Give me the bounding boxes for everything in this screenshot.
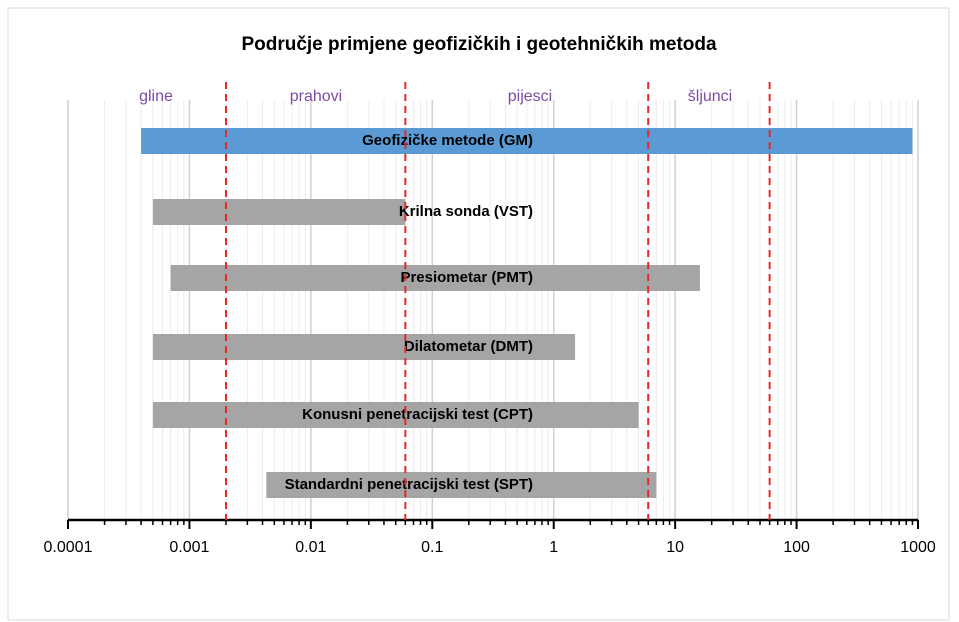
- zone-label: šljunci: [688, 88, 732, 105]
- bar-label: Geofizičke metode (GM): [362, 132, 533, 149]
- x-tick-label: 0.001: [169, 539, 209, 556]
- x-tick-label: 1: [549, 539, 558, 556]
- chart-frame: [7, 7, 950, 621]
- bar-label: Presiometar (PMT): [400, 269, 533, 286]
- bar: [170, 265, 700, 291]
- bar-label: Dilatometar (DMT): [404, 338, 533, 355]
- zone-label: pijesci: [508, 88, 552, 105]
- zone-label: gline: [139, 88, 173, 105]
- chart-title: Područje primjene geofizičkih i geotehni…: [241, 34, 717, 55]
- zone-label: prahovi: [290, 88, 342, 105]
- bar: [266, 472, 657, 498]
- bar: [152, 334, 576, 360]
- bar: [152, 402, 639, 428]
- bar-label: Krilna sonda (VST): [399, 203, 533, 220]
- bar: [152, 199, 406, 225]
- x-tick-label: 10: [666, 539, 684, 556]
- bar-label: Standardni penetracijski test (SPT): [285, 476, 533, 493]
- x-tick-label: 0.0001: [44, 539, 93, 556]
- x-tick-label: 100: [783, 539, 810, 556]
- bar-label: Konusni penetracijski test (CPT): [302, 406, 533, 423]
- x-tick-label: 1000: [900, 539, 936, 556]
- bar: [141, 128, 913, 154]
- x-tick-label: 0.01: [295, 539, 326, 556]
- x-tick-label: 0.1: [421, 539, 443, 556]
